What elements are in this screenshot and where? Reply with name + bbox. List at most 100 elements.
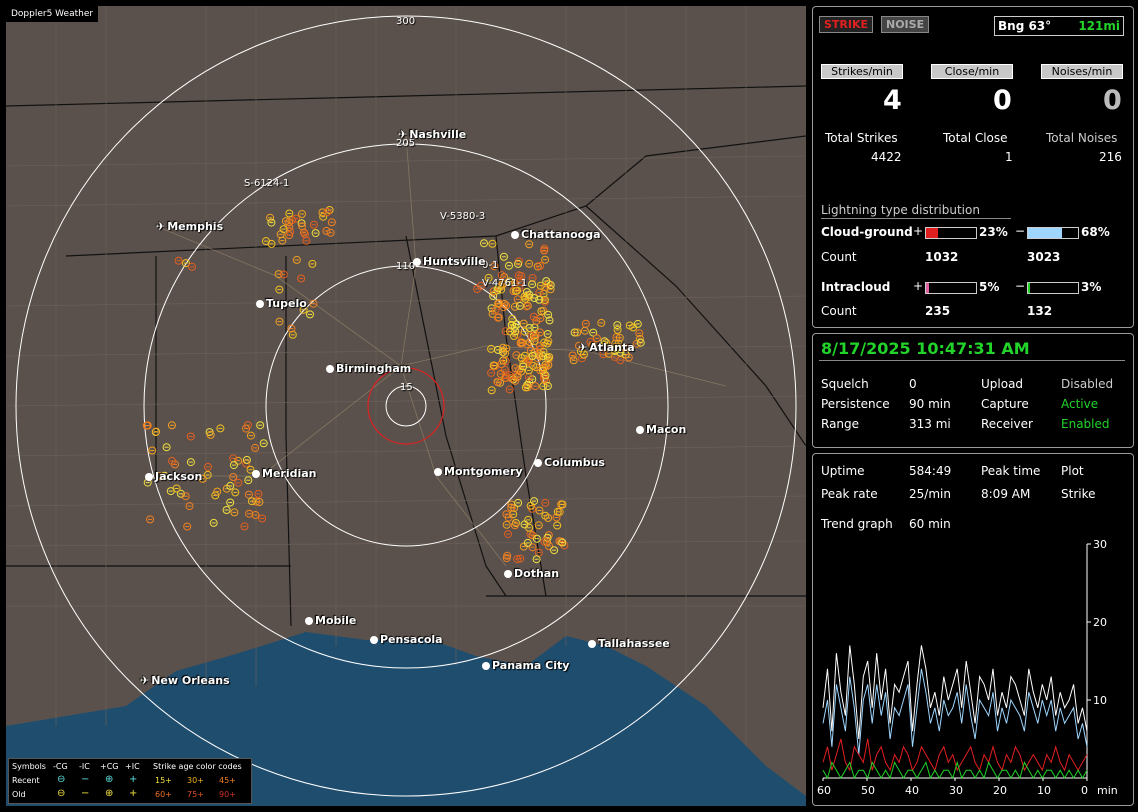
strike-button[interactable]: STRIKE [819,16,874,33]
city-meridian: Meridian [252,467,317,480]
ring-label-300: 300 [396,16,416,27]
strike-marker [569,356,578,365]
city-dot-icon [256,300,264,308]
strike-marker [162,443,171,452]
strike-marker [275,285,284,294]
trend-series-line [822,760,1088,780]
strike-marker [507,320,516,329]
plot-value[interactable]: Strike [1061,487,1096,501]
trend-window-value: 60 min [909,517,951,531]
strike-marker [186,458,195,467]
ic-pos-bar-fill [926,283,929,293]
cg-neg-bar [1027,227,1079,239]
city-montgomery: Montgomery [434,465,523,478]
city-jackson: Jackson [145,470,202,483]
city-dot-icon [145,473,153,481]
strike-marker [529,312,538,321]
strike-marker [292,214,300,223]
strike-marker [259,439,268,448]
peak-rate-label: Peak rate [821,487,878,501]
lightning-map[interactable]: Doppler5 Weather 300 205 110 15 S-6124-1… [6,6,806,806]
strike-marker [488,239,497,248]
noises-per-min-value: 0 [1103,85,1122,116]
x-tick-label: 30 [949,784,963,797]
total-noises-value: 216 [1099,150,1122,164]
strike-marker [143,421,152,430]
strike-marker [226,498,235,507]
strike-marker [542,277,551,286]
strike-marker [545,316,554,325]
strike-marker [597,318,606,327]
city-dothan: Dothan [504,567,559,580]
strike-marker [480,239,488,248]
strike-marker [545,542,553,550]
total-close-label: Total Close [943,131,1008,145]
strike-marker [181,492,190,501]
strike-marker [579,350,588,359]
strike-marker [267,239,276,248]
strike-marker [168,456,176,465]
strike-marker [534,521,543,530]
strike-marker [242,455,251,464]
strike-marker [322,226,331,235]
x-tick-label: 10 [1037,784,1051,797]
county-lines [6,6,806,746]
peak-rate-value: 25/min [909,487,951,501]
cg-count-label: Count [821,250,857,264]
strike-marker [532,363,541,372]
strike-marker [174,256,183,265]
strike-marker [172,484,181,493]
noises-per-min-label: Noises/min [1041,64,1123,79]
age-old-2: 75+ [187,790,204,799]
uptime-value: 584:49 [909,464,952,478]
city-huntsville: Huntsville [413,255,486,268]
strike-marker [476,281,485,290]
upload-value: Disabled [1061,377,1114,391]
strike-marker [494,284,503,293]
city-dot-icon [413,258,421,266]
city-name: Nashville [409,128,467,141]
strike-marker [502,520,511,529]
strike-marker [229,461,238,470]
distribution-title: Lightning type distribution [821,203,980,217]
ic-count-label: Count [821,304,857,318]
strike-marker [499,343,507,352]
cg-pos-bar-fill [926,228,938,238]
strike-marker [510,332,518,340]
city-dot-icon [326,365,334,373]
persistence-label: Persistence [821,397,890,411]
strike-marker [528,352,537,360]
strike-marker [546,285,555,294]
strikes-per-min-label: Strikes/min [821,64,903,79]
strike-marker [624,353,633,362]
strike-marker [278,236,287,245]
ic-neg-count: 132 [1027,304,1053,318]
map-canvas [6,6,806,806]
strike-marker [497,271,506,280]
city-name: Dothan [514,567,560,580]
strike-marker [525,523,534,532]
strike-marker [491,305,500,314]
strike-marker [245,509,254,518]
strike-marker [288,330,297,339]
city-dot-icon [504,570,512,578]
strike-marker [616,356,625,365]
strike-marker [502,344,511,353]
city-dot-icon [434,468,442,476]
strike-marker [301,230,309,239]
noise-button[interactable]: NOISE [881,16,930,33]
ic-neg-old-icon: − [81,788,90,799]
strike-marker [522,302,531,311]
strike-marker [524,358,533,366]
airport-icon: ✈ [140,674,150,687]
city-panama-city: Panama City [482,659,569,672]
strike-marker [586,337,595,346]
strike-marker [525,290,534,299]
strike-marker [505,371,514,380]
strike-marker [490,262,499,271]
ic-neg-recent-icon: − [81,774,90,785]
strike-marker [309,220,318,229]
strike-marker [319,212,328,221]
strike-marker [505,261,513,270]
strike-marker [519,362,528,371]
